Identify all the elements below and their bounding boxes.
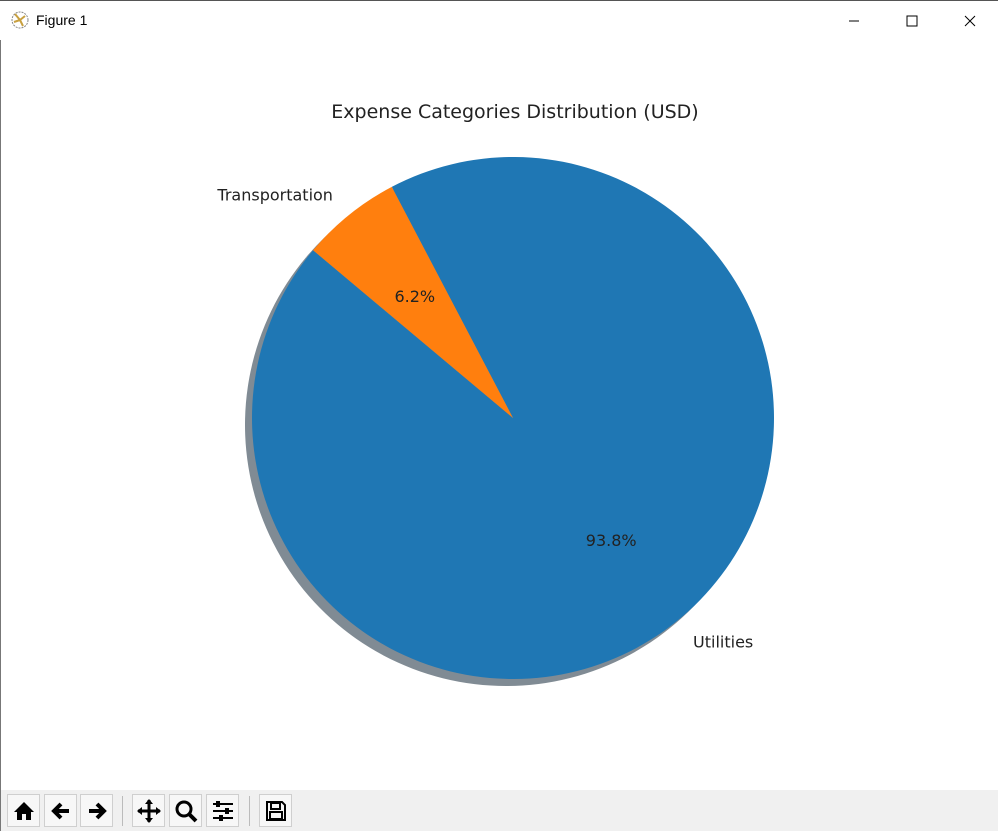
- pct-label: 6.2%: [394, 287, 435, 306]
- save-icon: [265, 800, 286, 821]
- navigation-toolbar: [0, 790, 998, 831]
- matplotlib-app-icon: [11, 11, 29, 29]
- maximize-icon: [906, 15, 918, 27]
- window-title: Figure 1: [36, 12, 88, 28]
- chart-title: Expense Categories Distribution (USD): [331, 101, 698, 123]
- back-button[interactable]: [44, 794, 77, 827]
- back-icon: [50, 802, 69, 819]
- toolbar-separator: [122, 796, 123, 826]
- pie-wedge-transportation: [313, 186, 513, 418]
- close-icon: [964, 15, 976, 27]
- window-titlebar: Figure 1: [0, 0, 998, 40]
- toolbar-separator: [249, 796, 250, 826]
- pie-chart: Expense Categories Distribution (USD) Ut…: [216, 101, 775, 686]
- configure-subplots-icon: [212, 800, 233, 821]
- close-button[interactable]: [947, 1, 993, 41]
- pan-button[interactable]: [132, 794, 165, 827]
- home-button[interactable]: [7, 794, 40, 827]
- pie-wedge-utilities: [252, 156, 775, 679]
- configure-subplots-button[interactable]: [206, 794, 239, 827]
- slice-label: Transportation: [216, 185, 333, 204]
- zoom-button[interactable]: [169, 794, 202, 827]
- save-button[interactable]: [259, 794, 292, 827]
- figure-canvas: Expense Categories Distribution (USD) Ut…: [0, 40, 998, 790]
- minimize-button[interactable]: [831, 1, 877, 41]
- home-icon: [13, 801, 34, 820]
- forward-button[interactable]: [80, 794, 113, 827]
- slice-label: Utilities: [693, 633, 753, 652]
- minimize-icon: [849, 20, 859, 22]
- forward-icon: [88, 802, 107, 819]
- maximize-button[interactable]: [889, 1, 935, 41]
- zoom-icon: [175, 800, 197, 822]
- pan-icon: [136, 798, 161, 823]
- pct-label: 93.8%: [586, 531, 637, 550]
